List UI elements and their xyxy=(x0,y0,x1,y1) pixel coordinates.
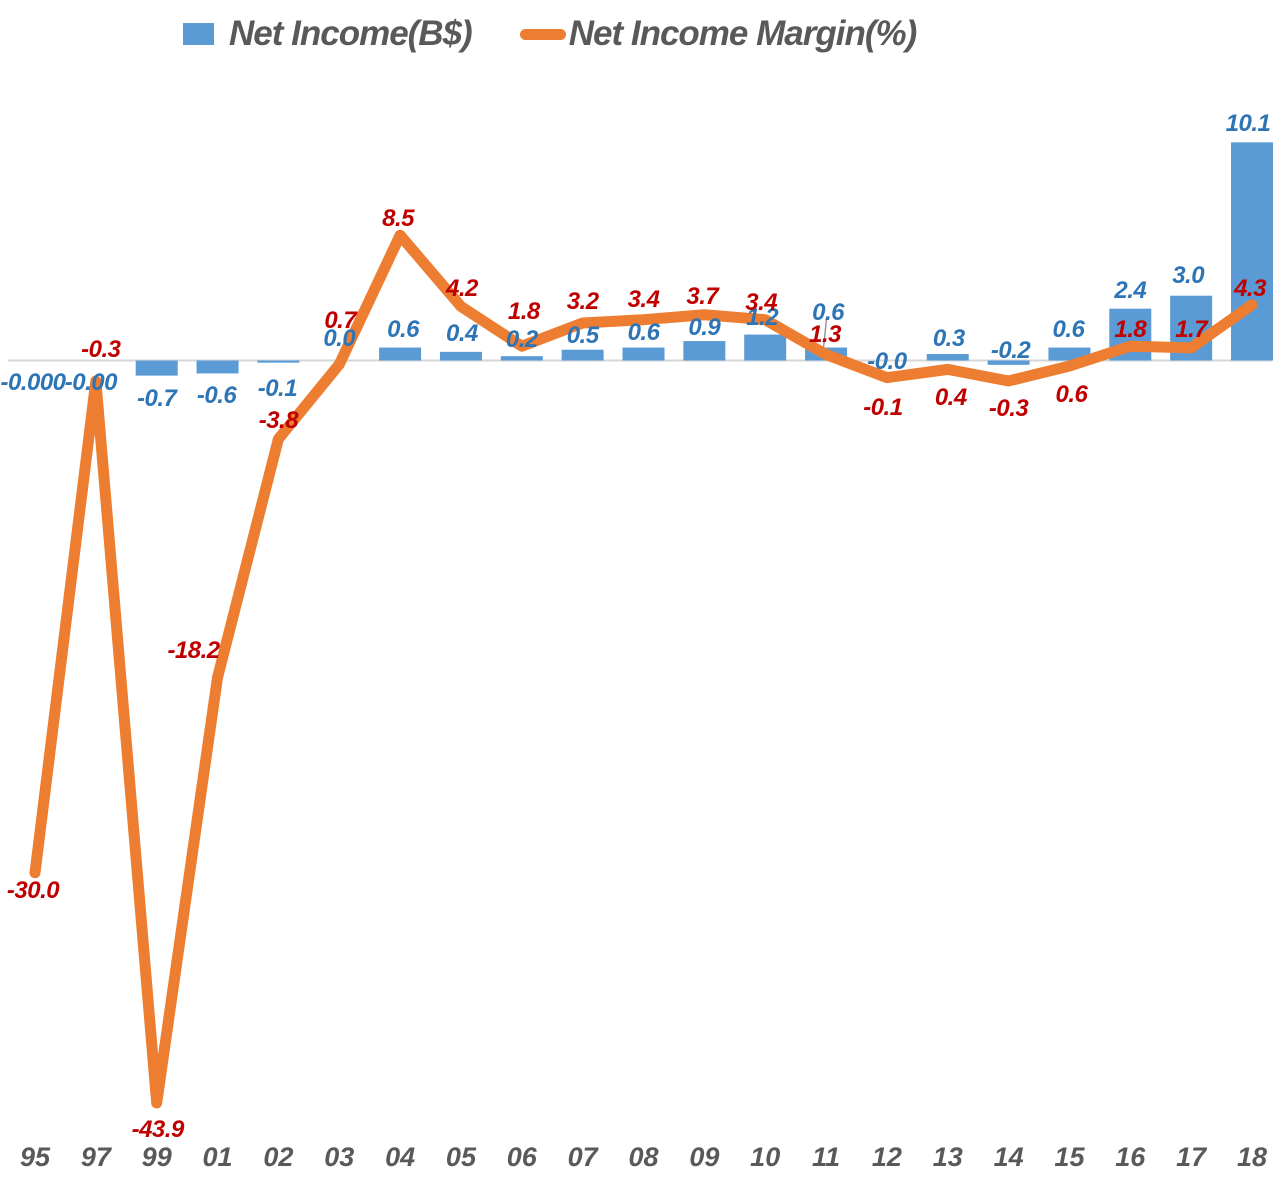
net-income-label-99: -0.7 xyxy=(137,385,179,412)
net-income-bar-13 xyxy=(926,354,969,361)
net-income-label-97: -0.00 xyxy=(65,369,118,396)
net-income-label-02: -0.1 xyxy=(258,375,298,402)
year-label-02: 02 xyxy=(263,1142,293,1172)
net-income-label-11: 0.6 xyxy=(812,299,845,326)
net-income-label-14: -0.2 xyxy=(991,337,1032,364)
legend-label-net-income-margin: Net Income Margin(%) xyxy=(568,14,918,53)
margin-label-08: 3.4 xyxy=(628,286,660,313)
net-income-label-95: -0.000 xyxy=(0,369,66,396)
margin-label-02: -3.8 xyxy=(259,407,300,434)
net-income-bar-04 xyxy=(379,347,422,361)
year-label-11: 11 xyxy=(812,1142,840,1172)
margin-label-01: -18.2 xyxy=(167,637,220,664)
margin-label-17: 1.7 xyxy=(1175,316,1209,343)
margin-label-12: -0.1 xyxy=(863,394,903,421)
margin-label-09: 3.7 xyxy=(686,283,720,310)
year-label-99: 99 xyxy=(142,1142,172,1172)
net-income-bar-08 xyxy=(622,347,665,361)
margin-label-14: -0.3 xyxy=(989,395,1030,422)
net-income-label-04: 0.6 xyxy=(387,316,420,343)
net-income-bar-09 xyxy=(683,341,726,361)
margin-label-15: 0.6 xyxy=(1056,381,1089,408)
margin-label-13: 0.4 xyxy=(935,384,967,411)
net-income-bar-99 xyxy=(135,360,178,376)
net-income-bar-10 xyxy=(744,334,787,361)
year-label-04: 04 xyxy=(385,1142,415,1172)
year-label-07: 07 xyxy=(568,1142,600,1172)
net-income-label-17: 3.0 xyxy=(1172,262,1205,289)
margin-label-97: -0.3 xyxy=(81,336,122,363)
margin-label-11: 1.3 xyxy=(809,321,842,348)
year-label-95: 95 xyxy=(20,1142,51,1172)
net-income-bar-05 xyxy=(439,351,482,361)
net-income-bar-02 xyxy=(257,360,300,363)
line-series-swatch xyxy=(519,28,566,40)
net-income-bar-14 xyxy=(987,360,1030,365)
year-label-13: 13 xyxy=(933,1142,963,1172)
net-income-bar-06 xyxy=(500,356,543,361)
year-label-12: 12 xyxy=(872,1142,902,1172)
legend-item-net-income: Net Income(B$) xyxy=(183,14,473,54)
legend-item-net-income-margin: Net Income Margin(%) xyxy=(519,14,918,54)
year-label-18: 18 xyxy=(1237,1142,1267,1172)
margin-label-05: 4.2 xyxy=(445,275,479,302)
label-leader-line xyxy=(822,318,828,349)
net-income-label-05: 0.4 xyxy=(446,320,478,347)
net-income-bar-01 xyxy=(196,360,239,374)
net-income-label-15: 0.6 xyxy=(1053,316,1086,343)
net-income-label-18: 10.1 xyxy=(1226,110,1271,137)
year-label-16: 16 xyxy=(1115,1142,1146,1172)
margin-label-06: 1.8 xyxy=(508,298,541,325)
net-income-label-13: 0.3 xyxy=(933,325,966,352)
net-income-margin-line xyxy=(29,229,1258,1109)
bar-series-swatch xyxy=(183,23,214,45)
net-income-label-03: 0.0 xyxy=(323,325,356,352)
year-label-17: 17 xyxy=(1176,1142,1208,1172)
net-income-label-10: 1.2 xyxy=(746,304,779,331)
net-income-label-01: -0.6 xyxy=(197,382,238,409)
net-income-bar-07 xyxy=(561,349,604,361)
year-label-08: 08 xyxy=(628,1142,658,1172)
net-income-label-06: 0.2 xyxy=(506,326,539,353)
margin-label-03: 0.7 xyxy=(324,307,358,334)
legend-label-net-income: Net Income(B$) xyxy=(229,14,473,53)
margin-label-10: 3.4 xyxy=(745,289,777,316)
net-income-label-09: 0.9 xyxy=(688,314,721,341)
net-income-bar-18 xyxy=(1231,142,1273,361)
year-label-03: 03 xyxy=(324,1142,354,1172)
margin-label-16: 1.8 xyxy=(1114,316,1147,343)
year-label-10: 10 xyxy=(750,1142,780,1172)
year-label-06: 06 xyxy=(507,1142,538,1172)
year-label-14: 14 xyxy=(994,1142,1024,1172)
net-income-label-08: 0.6 xyxy=(628,319,661,346)
margin-label-95: -30.0 xyxy=(7,877,60,904)
chart-legend: Net Income(B$) Net Income Margin(%) xyxy=(183,10,918,58)
year-label-01: 01 xyxy=(203,1142,233,1172)
net-income-label-12: -0.0 xyxy=(867,348,908,375)
year-label-97: 97 xyxy=(81,1142,113,1172)
margin-label-18: 4.3 xyxy=(1233,275,1267,302)
net-income-label-07: 0.5 xyxy=(567,322,600,349)
margin-label-04: 8.5 xyxy=(382,205,415,232)
year-label-09: 09 xyxy=(689,1142,719,1172)
margin-label-07: 3.2 xyxy=(567,288,600,315)
year-label-05: 05 xyxy=(446,1142,477,1172)
net-income-label-16: 2.4 xyxy=(1113,277,1146,304)
year-label-15: 15 xyxy=(1054,1142,1085,1172)
margin-label-99: -43.9 xyxy=(132,1116,185,1143)
